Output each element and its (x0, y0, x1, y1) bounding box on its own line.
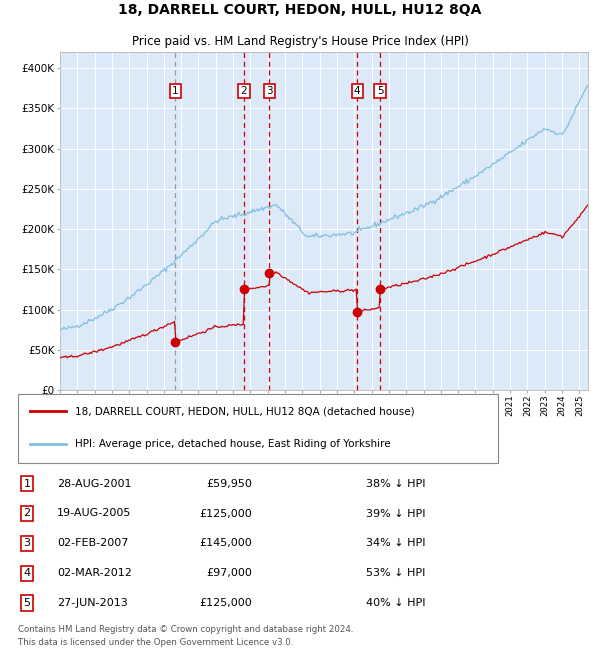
Text: 27-JUN-2013: 27-JUN-2013 (57, 598, 128, 608)
FancyBboxPatch shape (18, 394, 498, 463)
Text: 38% ↓ HPI: 38% ↓ HPI (366, 478, 425, 489)
Text: 40% ↓ HPI: 40% ↓ HPI (366, 598, 425, 608)
Text: £125,000: £125,000 (199, 598, 252, 608)
Text: 18, DARRELL COURT, HEDON, HULL, HU12 8QA: 18, DARRELL COURT, HEDON, HULL, HU12 8QA (118, 3, 482, 18)
Text: £125,000: £125,000 (199, 508, 252, 519)
Text: 28-AUG-2001: 28-AUG-2001 (57, 478, 131, 489)
Text: Contains HM Land Registry data © Crown copyright and database right 2024.: Contains HM Land Registry data © Crown c… (18, 625, 353, 634)
Text: 18, DARRELL COURT, HEDON, HULL, HU12 8QA (detached house): 18, DARRELL COURT, HEDON, HULL, HU12 8QA… (75, 406, 415, 417)
Text: £145,000: £145,000 (199, 538, 252, 549)
Text: 1: 1 (172, 86, 178, 96)
Text: 02-MAR-2012: 02-MAR-2012 (57, 568, 132, 578)
Text: £59,950: £59,950 (206, 478, 252, 489)
Text: This data is licensed under the Open Government Licence v3.0.: This data is licensed under the Open Gov… (18, 638, 293, 647)
Text: 19-AUG-2005: 19-AUG-2005 (57, 508, 131, 519)
Text: 02-FEB-2007: 02-FEB-2007 (57, 538, 128, 549)
Text: 2: 2 (241, 86, 247, 96)
Text: 34% ↓ HPI: 34% ↓ HPI (366, 538, 425, 549)
Text: 39% ↓ HPI: 39% ↓ HPI (366, 508, 425, 519)
Text: 1: 1 (23, 478, 31, 489)
Text: HPI: Average price, detached house, East Riding of Yorkshire: HPI: Average price, detached house, East… (75, 439, 391, 449)
Text: Price paid vs. HM Land Registry's House Price Index (HPI): Price paid vs. HM Land Registry's House … (131, 35, 469, 48)
Text: £97,000: £97,000 (206, 568, 252, 578)
Text: 53% ↓ HPI: 53% ↓ HPI (366, 568, 425, 578)
Text: 3: 3 (23, 538, 31, 549)
Text: 4: 4 (354, 86, 361, 96)
Text: 5: 5 (23, 598, 31, 608)
Text: 2: 2 (23, 508, 31, 519)
Text: 3: 3 (266, 86, 272, 96)
Text: 4: 4 (23, 568, 31, 578)
Text: 5: 5 (377, 86, 383, 96)
